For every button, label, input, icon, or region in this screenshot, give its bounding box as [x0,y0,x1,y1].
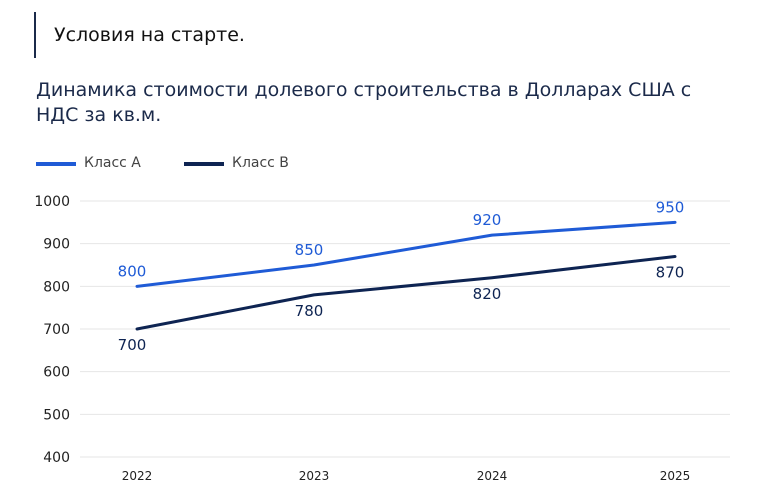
y-tick-label: 400 [43,450,70,466]
data-label: 950 [656,198,685,216]
y-tick-label: 700 [43,322,70,338]
data-label: 820 [473,285,502,303]
y-tick-label: 800 [43,279,70,295]
series-line-class-b [135,254,677,331]
x-tick-label: 2024 [477,469,508,483]
x-tick-label: 2023 [299,469,330,483]
data-label: 700 [118,336,147,354]
x-tick-label: 2025 [660,469,691,483]
data-label: 780 [295,302,324,320]
legend-swatch-class-a [36,162,76,166]
y-tick-label: 600 [43,365,70,381]
heading-accent-bar: Условия на старте. [34,12,245,58]
y-tick-label: 900 [43,237,70,253]
y-tick-label: 1000 [34,194,70,210]
legend-swatch-class-b [184,162,224,166]
section-heading: Условия на старте. [54,24,245,46]
data-label: 870 [656,263,685,281]
x-tick-label: 2022 [122,469,153,483]
data-label: 800 [118,262,147,280]
data-label: 850 [295,241,324,259]
data-label: 920 [473,211,502,229]
y-tick-label: 500 [43,407,70,423]
legend-label-class-a: Класс А [84,155,141,171]
series-line-class-a [135,220,677,288]
legend-label-class-b: Класс В [232,155,289,171]
chart-title: Динамика стоимости долевого строительств… [36,79,692,126]
